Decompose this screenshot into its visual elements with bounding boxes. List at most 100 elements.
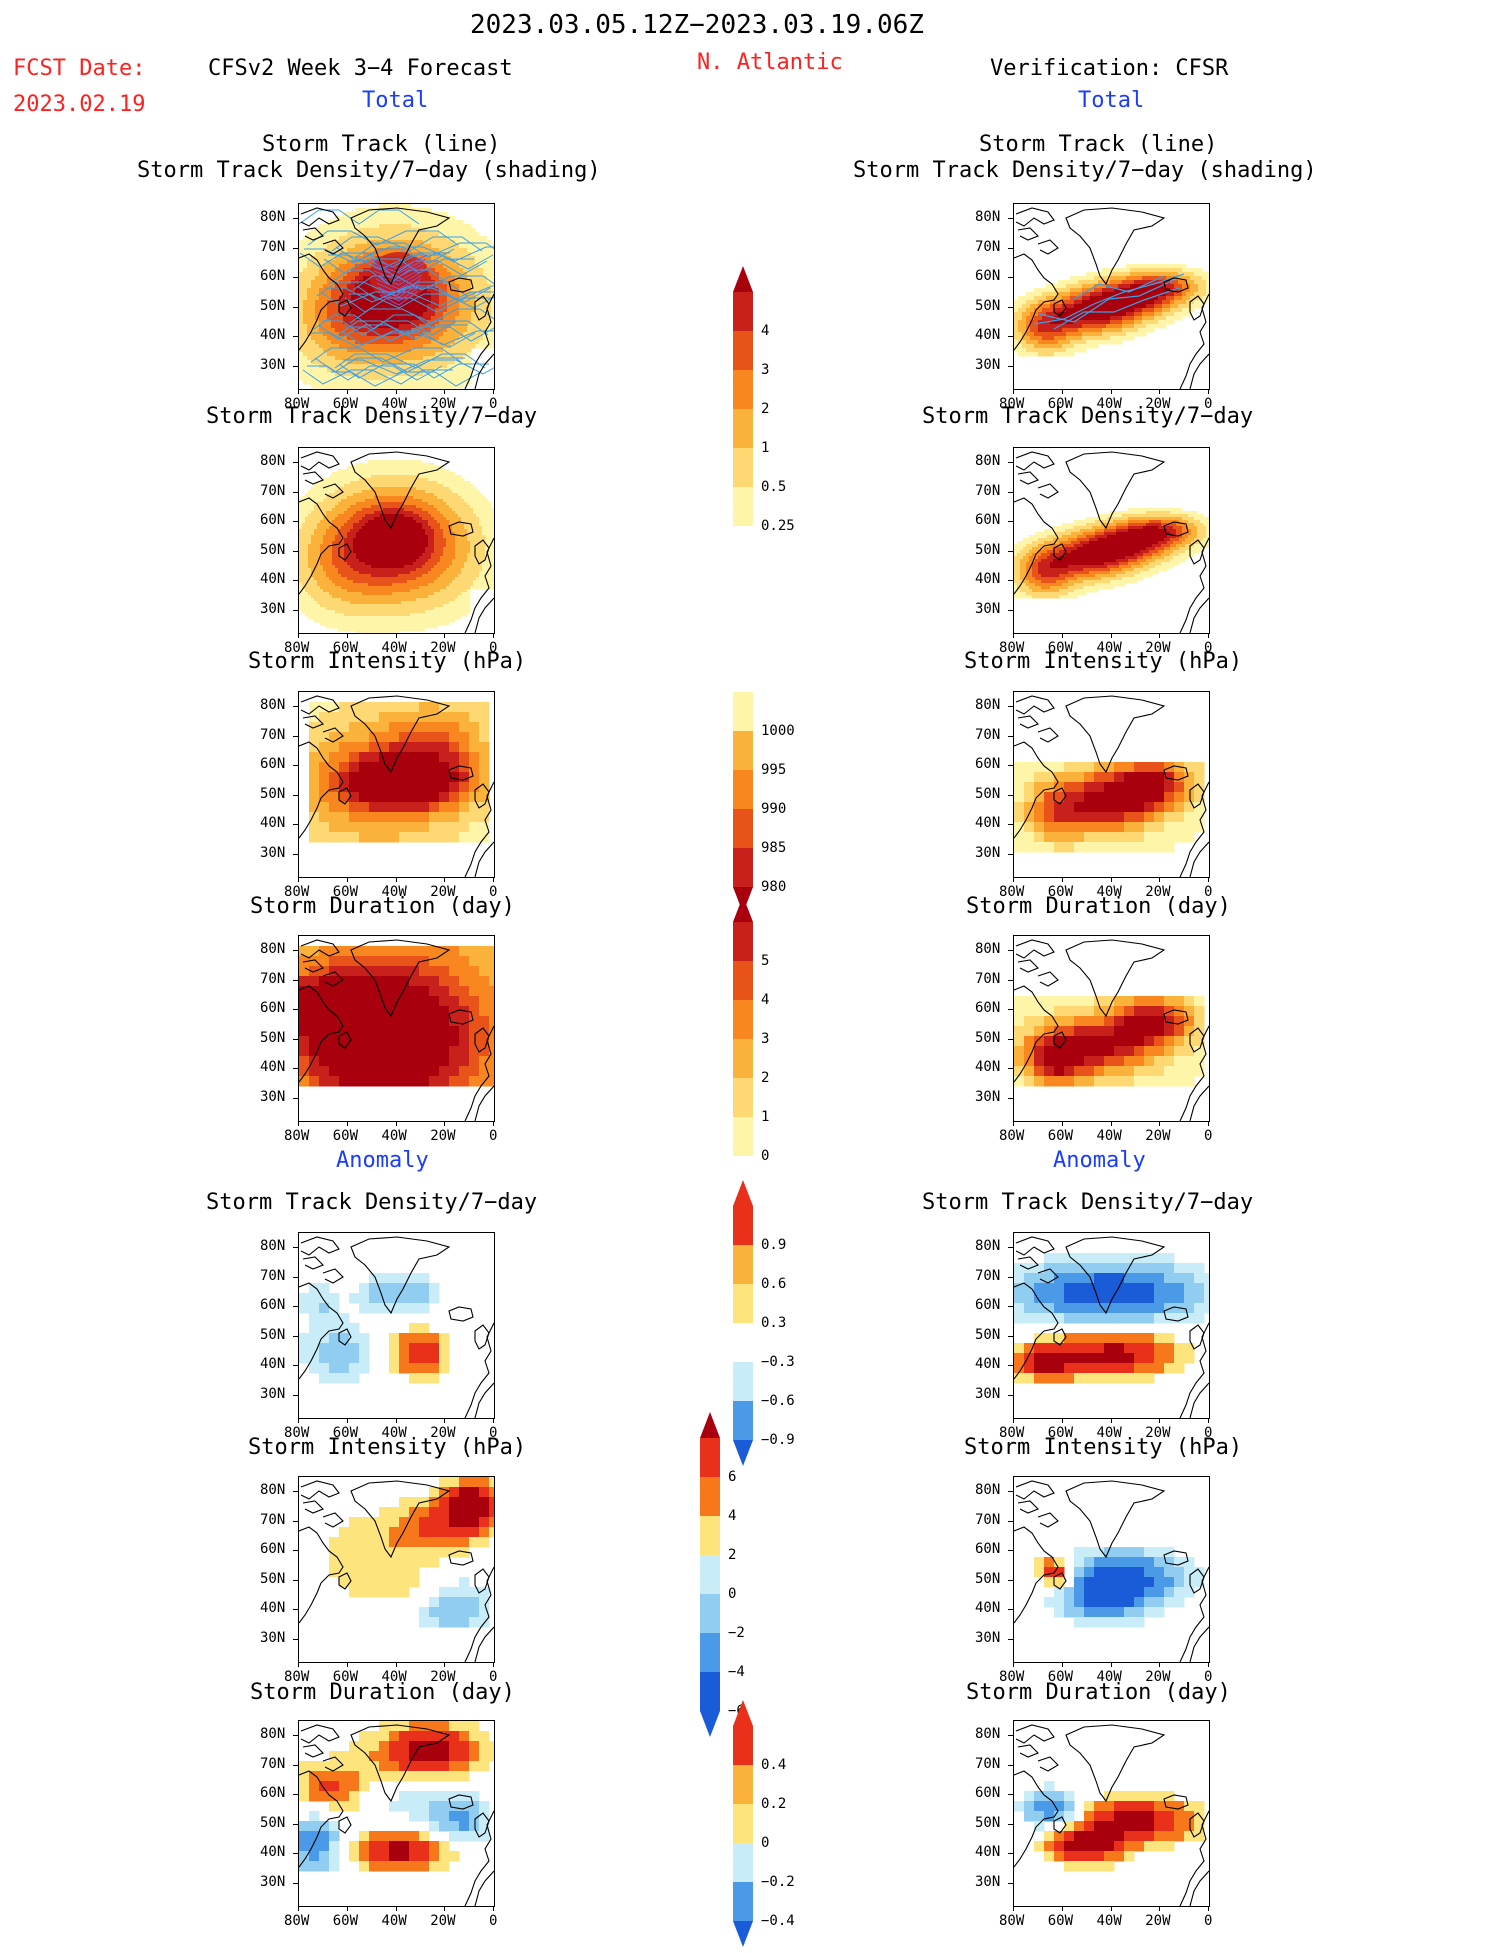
lat-tick-label: 70N [975,1755,1001,1772]
lat-tick-mark [1008,794,1013,796]
title-anom-intensity-right: Storm Intensity (hPa) [964,1435,1243,1460]
lat-tick-label: 30N [260,1385,286,1402]
lat-tick-mark [293,1823,298,1825]
lon-tick-mark [395,1418,397,1423]
lat-tick-label: 40N [260,571,286,587]
title-track-line-right: Storm Track (line) [979,132,1218,157]
lat-tick-mark [1008,1882,1013,1884]
lon-tick-mark [298,1662,299,1667]
lon-tick-label: 20W [430,1913,456,1929]
lat-tick-mark [1008,979,1013,981]
title-intensity-right: Storm Intensity (hPa) [964,649,1243,674]
lat-tick-label: 70N [975,482,1001,499]
lon-tick-label: 40W [381,396,407,412]
lon-tick-label: 80W [284,640,310,656]
lat-tick-mark [1008,218,1013,219]
lat-tick-label: 60N [260,1000,286,1016]
lon-tick-mark [493,1906,494,1911]
lat-tick-label: 50N [260,1326,286,1343]
lon-tick-label: 80W [999,640,1025,656]
lat-tick-mark [1008,1097,1013,1099]
lon-tick-mark [493,633,494,638]
lon-tick-label: 0 [489,1128,498,1144]
title-track-shading-right: Storm Track Density/7−day (shading) [853,158,1317,183]
colorbar-label: 995 [761,762,787,778]
lat-tick-mark [293,1520,298,1522]
lon-tick-mark [395,1906,397,1911]
lon-tick-mark [1159,877,1161,882]
colorbar-density-total [733,266,753,558]
lat-tick-label: 80N [260,1238,286,1254]
lon-tick-label: 60W [1047,1128,1074,1144]
lon-tick-mark [1013,877,1014,882]
lat-tick-mark [293,580,298,581]
colorbar-label: 1 [761,1109,770,1125]
lat-tick-label: 80N [975,697,1001,713]
colorbar-label: −4 [728,1664,745,1680]
colorbar-label: −0.4 [761,1913,795,1929]
lat-tick-mark [293,491,298,493]
lat-tick-mark [293,306,298,308]
colorbar-label: 3 [761,362,770,378]
lat-tick-label: 50N [260,785,286,802]
colorbar-label: 0.5 [761,479,787,495]
lat-tick-label: 70N [975,1511,1001,1528]
lat-tick-label: 30N [975,1088,1001,1105]
lon-tick-mark [1061,877,1063,882]
lon-tick-mark [298,1418,299,1423]
lat-tick-label: 70N [975,1267,1001,1284]
colorbar-label: 0.2 [761,1796,787,1812]
lat-tick-label: 30N [975,356,1001,373]
colorbar-duration-anom [733,1700,753,1953]
lon-tick-mark [1061,1121,1063,1126]
colorbar-label: 3 [761,1031,770,1047]
lat-tick-mark [293,1794,298,1795]
lon-tick-mark [493,877,494,882]
lon-tick-label: 80W [284,1669,310,1685]
lon-tick-label: 20W [1145,1425,1171,1441]
lat-tick-mark [1008,1247,1013,1248]
lat-tick-mark [293,950,298,951]
lon-tick-label: 80W [999,396,1025,412]
lat-tick-label: 30N [975,600,1001,617]
lon-tick-label: 40W [1096,396,1122,412]
lon-tick-label: 80W [999,1913,1025,1929]
lat-tick-label: 50N [975,541,1001,558]
colorbar-label: −2 [728,1625,745,1641]
lat-tick-label: 50N [975,297,1001,314]
map-forecast-anom-duration [298,1720,495,1907]
lon-tick-label: 40W [1096,884,1122,900]
lon-tick-label: 0 [1204,1425,1213,1441]
lon-tick-mark [444,389,446,394]
colorbar-label: 990 [761,801,787,817]
lat-tick-label: 60N [975,268,1001,284]
lat-tick-label: 70N [975,726,1001,743]
lat-tick-mark [1008,580,1013,581]
lat-tick-label: 30N [260,1088,286,1105]
lon-tick-mark [1013,1418,1014,1423]
lat-tick-label: 50N [975,1570,1001,1587]
lat-tick-label: 80N [260,209,286,225]
lon-tick-mark [1110,1906,1112,1911]
title-duration-right: Storm Duration (day) [966,894,1231,919]
colorbar-label: 0.6 [761,1276,787,1292]
map-verification-anom-duration [1013,1720,1210,1907]
lon-tick-label: 80W [284,396,310,412]
colorbar-label: 4 [761,323,770,339]
lat-tick-mark [293,1365,298,1366]
lat-tick-mark [1008,462,1013,463]
lat-tick-mark [293,218,298,219]
lat-tick-mark [1008,247,1013,249]
lon-tick-label: 0 [489,396,498,412]
colorbar-label: 4 [761,992,770,1008]
lat-tick-mark [293,1550,298,1551]
lon-tick-mark [1159,1418,1161,1423]
lon-tick-label: 0 [489,1425,498,1441]
lat-tick-mark [293,550,298,552]
lat-tick-mark [1008,1764,1013,1766]
colorbar-label: 5 [761,953,770,969]
lat-tick-label: 80N [975,1726,1001,1742]
lat-tick-label: 80N [260,1726,286,1742]
lat-tick-label: 40N [975,1844,1001,1860]
lon-tick-mark [1110,877,1112,882]
